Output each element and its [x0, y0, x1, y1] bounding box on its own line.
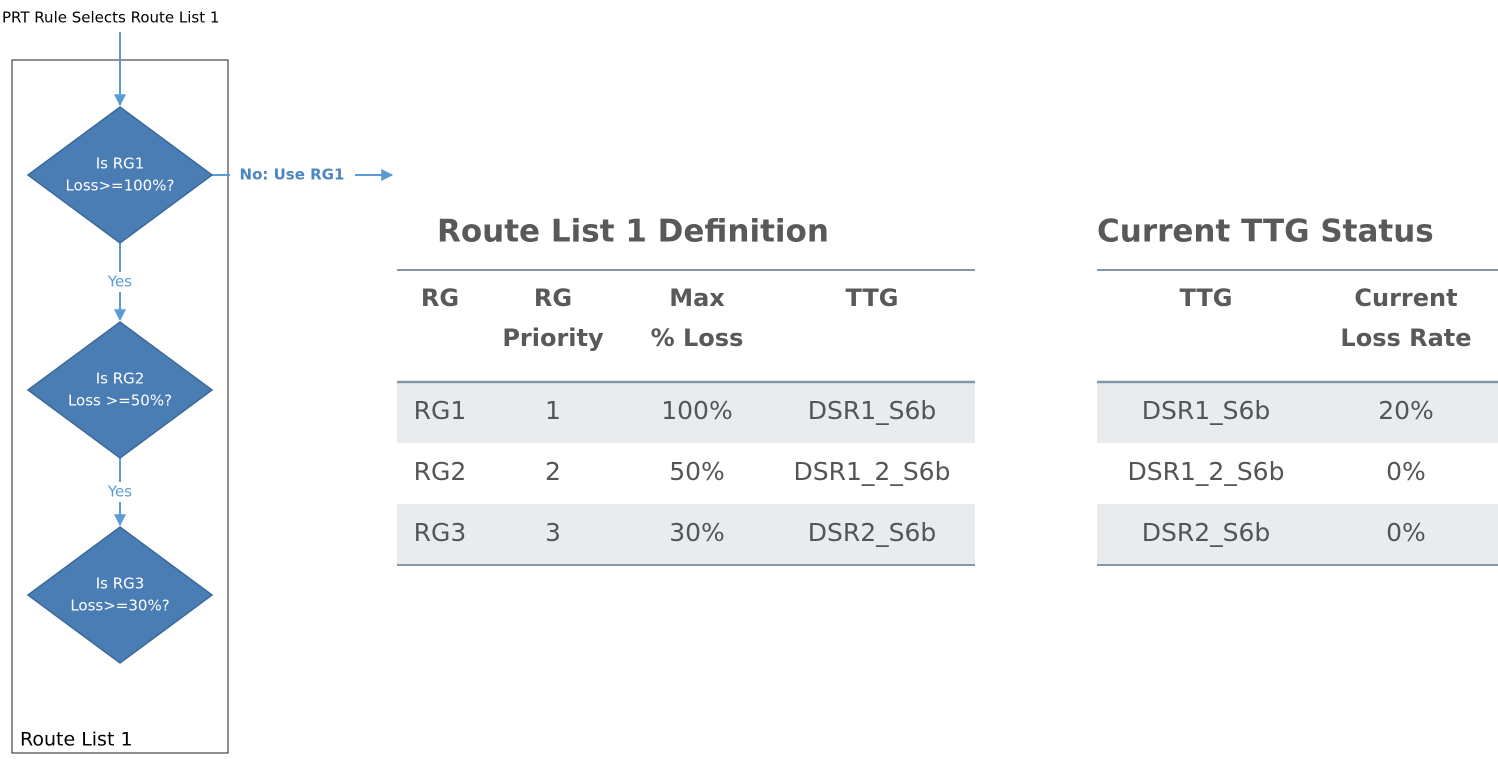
table-cell: 3	[545, 518, 561, 547]
table-header: % Loss	[651, 324, 744, 352]
decision-node	[26, 526, 214, 664]
node-label: Loss>=100%?	[66, 177, 175, 195]
table-title: Route List 1 Definition	[437, 214, 829, 250]
table-cell: DSR2_S6b	[808, 518, 937, 547]
row-shade	[1097, 504, 1498, 565]
table-cell: 50%	[669, 457, 725, 486]
table-cell: 2	[545, 457, 561, 486]
table-header: Max	[669, 284, 725, 312]
row-shade	[1097, 382, 1498, 443]
table-cell: 100%	[661, 396, 732, 425]
start-label: PRT Rule Selects Route List 1	[2, 9, 219, 27]
edge-label-bg	[104, 272, 136, 292]
table-cell: DSR1_S6b	[808, 396, 937, 425]
table-cell: RG3	[414, 518, 467, 547]
table-header: Loss Rate	[1340, 324, 1471, 352]
table-header: Priority	[502, 324, 604, 352]
table-cell: 0%	[1386, 457, 1426, 486]
row-shade	[397, 382, 975, 443]
table-cell: RG1	[414, 396, 467, 425]
container-label: Route List 1	[20, 729, 133, 751]
table-cell: DSR1_S6b	[1142, 396, 1271, 425]
decision-node	[26, 321, 214, 459]
decision-node	[26, 106, 214, 244]
node-label: Is RG3	[96, 575, 145, 593]
table-header: Current	[1354, 284, 1457, 312]
node-label: Loss >=50%?	[68, 392, 172, 410]
table-title: Current TTG Status	[1097, 214, 1434, 250]
table-cell: 30%	[669, 518, 725, 547]
node-label: Is RG2	[96, 370, 145, 388]
table-cell: 0%	[1386, 518, 1426, 547]
node-label: Is RG1	[96, 155, 145, 173]
table-cell: 1	[545, 396, 561, 425]
edge-label: Yes	[107, 483, 132, 501]
table-header: TTG	[846, 284, 899, 312]
node-label: Loss>=30%?	[70, 597, 169, 615]
table-cell: DSR1_2_S6b	[1128, 457, 1285, 486]
table-header: TTG	[1180, 284, 1233, 312]
edge-label: Yes	[107, 273, 132, 291]
table-cell: 20%	[1378, 396, 1434, 425]
edge-label: No: Use RG1	[240, 166, 345, 184]
row-shade	[397, 504, 975, 565]
table-cell: RG2	[414, 457, 467, 486]
table-cell: DSR1_2_S6b	[794, 457, 951, 486]
edge-label-bg	[104, 482, 136, 502]
table-header: RG	[421, 284, 459, 312]
table-header: RG	[534, 284, 572, 312]
edge-label-bg	[230, 164, 355, 186]
table-cell: DSR2_S6b	[1142, 518, 1271, 547]
